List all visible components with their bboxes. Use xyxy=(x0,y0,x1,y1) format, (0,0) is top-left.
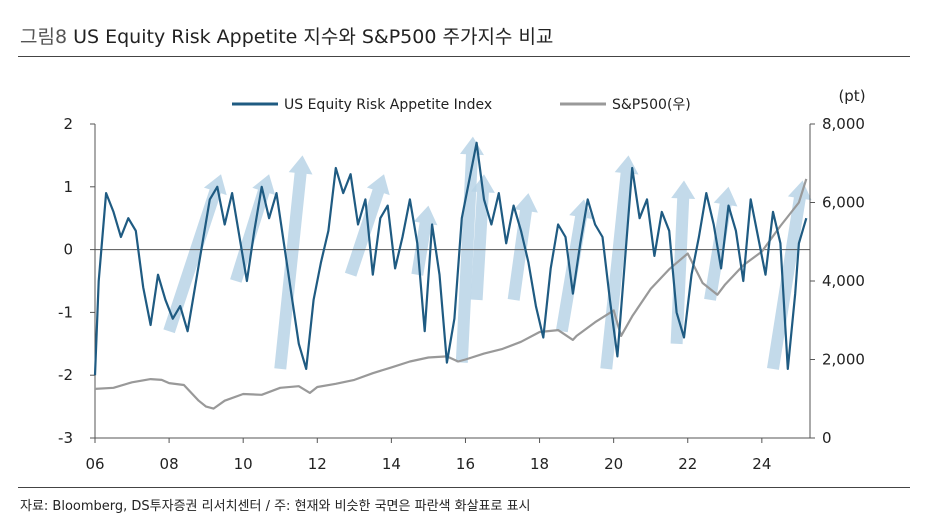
y-left-tick-label: -1 xyxy=(58,303,73,321)
y-right-tick-label: 0 xyxy=(822,429,832,447)
y-right-tick-label: 6,000 xyxy=(822,194,865,212)
x-tick-label: 06 xyxy=(85,455,104,473)
y-left-tick-label: 0 xyxy=(63,241,73,259)
x-tick-label: 18 xyxy=(530,455,549,473)
legend-label-sp500: S&P500(우) xyxy=(612,97,691,113)
highlight-arrow-6 xyxy=(470,174,495,301)
legend-label-risk-index: US Equity Risk Appetite Index xyxy=(284,97,492,113)
highlight-arrow-11 xyxy=(704,186,738,301)
risk-index-line xyxy=(93,141,808,376)
y-right-tick-label: 2,000 xyxy=(822,351,865,369)
x-tick-label: 20 xyxy=(604,455,623,473)
bottom-divider xyxy=(18,487,910,488)
title-text: US Equity Risk Appetite 지수와 S&P500 주가지수 … xyxy=(73,26,554,48)
sp500-line xyxy=(94,178,808,410)
x-tick-label: 24 xyxy=(752,455,771,473)
x-tick-label: 12 xyxy=(308,455,327,473)
highlight-arrow-8 xyxy=(555,199,593,333)
highlight-arrow-9 xyxy=(600,155,639,370)
highlight-arrow-1 xyxy=(230,174,276,283)
y-right-unit-label: (pt) xyxy=(838,87,865,105)
chart-title: 그림8 US Equity Risk Appetite 지수와 S&P500 주… xyxy=(20,22,553,49)
x-tick-label: 08 xyxy=(160,455,179,473)
top-divider xyxy=(18,56,910,57)
highlight-arrow-7 xyxy=(507,193,538,301)
y-right-tick-label: 4,000 xyxy=(822,272,865,290)
y-left-tick-label: -3 xyxy=(58,429,73,447)
highlight-arrows xyxy=(163,136,812,370)
sp500-series xyxy=(94,178,808,410)
legend: US Equity Risk Appetite Index S&P500(우) xyxy=(232,97,691,113)
y-right-tick-label: 8,000 xyxy=(822,115,865,133)
highlight-arrow-12 xyxy=(767,180,812,370)
risk-index-series xyxy=(93,141,808,376)
x-tick-label: 10 xyxy=(234,455,253,473)
highlight-arrow-0 xyxy=(163,174,227,334)
y-left-tick-label: 1 xyxy=(63,178,73,196)
source-note: 자료: Bloomberg, DS투자증권 리서치센터 / 주: 현재와 비슷한… xyxy=(20,499,531,514)
y-left-tick-label: -2 xyxy=(58,366,73,384)
axes xyxy=(90,123,815,443)
figure-label: 그림8 xyxy=(20,26,68,48)
x-tick-label: 14 xyxy=(382,455,401,473)
x-tick-label: 22 xyxy=(678,455,697,473)
y-left-tick-label: 2 xyxy=(63,115,73,133)
highlight-arrow-2 xyxy=(274,155,313,370)
x-tick-label: 16 xyxy=(456,455,475,473)
